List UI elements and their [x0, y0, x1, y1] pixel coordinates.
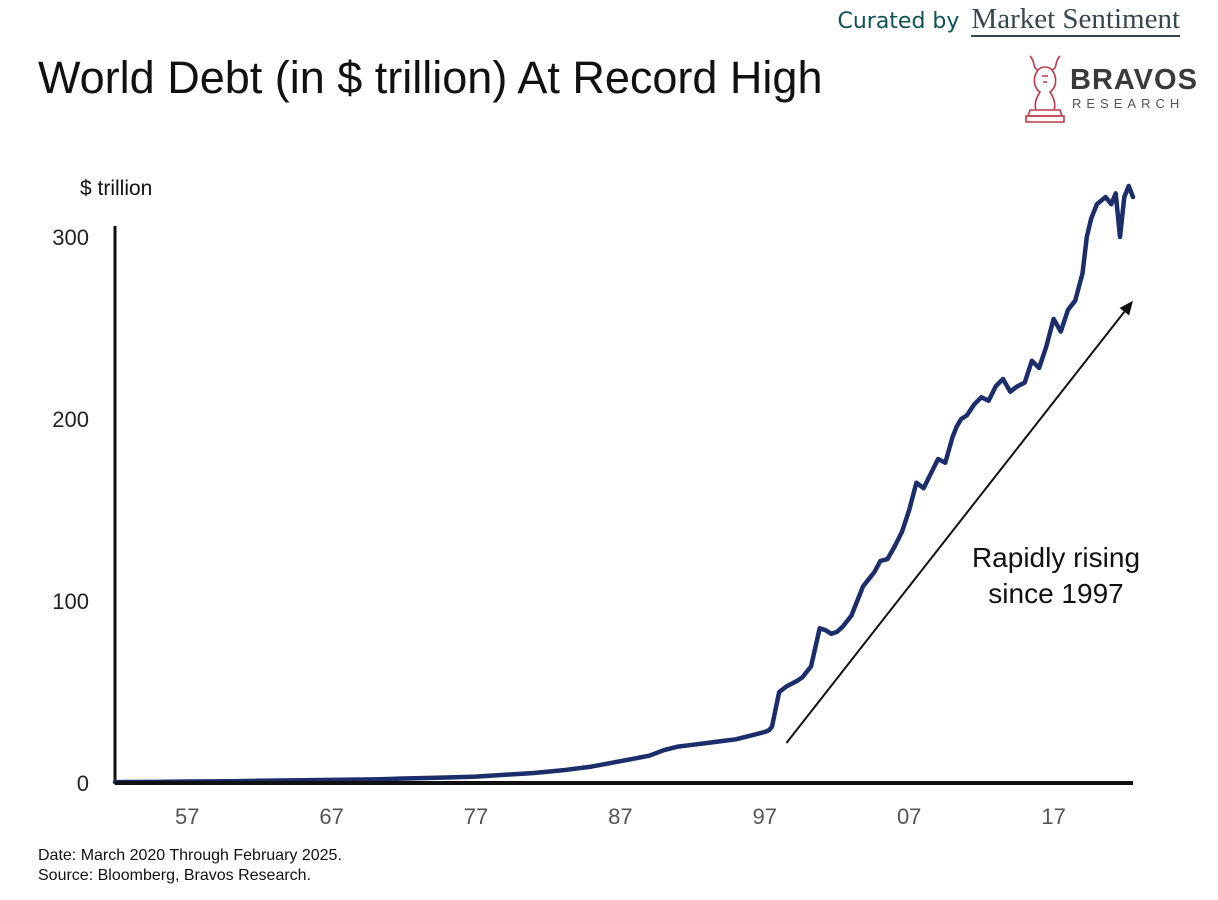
x-tick-label: 67 — [319, 804, 343, 829]
annotation-text-line-2: since 1997 — [988, 578, 1123, 609]
x-tick-label: 97 — [753, 804, 777, 829]
y-axis-label: $ trillion — [80, 177, 152, 200]
annotation-text-line-1: Rapidly rising — [972, 542, 1140, 573]
curated-by-label: Curated by — [837, 9, 960, 34]
annotation-arrow-head — [1119, 300, 1133, 316]
source-note: Source: Bloomberg, Bravos Research. — [38, 867, 312, 884]
y-tick-label: 100 — [52, 589, 89, 614]
annotation-arrow — [785, 311, 1126, 744]
market-sentiment-logo[interactable]: Market Sentiment — [971, 4, 1180, 38]
y-tick-label: 0 — [77, 771, 89, 796]
y-tick-label: 200 — [52, 407, 89, 432]
x-tick-label: 87 — [608, 804, 632, 829]
x-tick-label: 57 — [175, 804, 199, 829]
y-tick-labels: 0 100 200 300 — [52, 225, 89, 796]
x-tick-labels: 57 67 77 87 97 07 17 — [175, 804, 1066, 829]
x-tick-label: 17 — [1041, 804, 1065, 829]
world-debt-chart: $ trillion 0 100 200 300 57 67 77 87 97 07 17 Rap… — [52, 177, 1140, 829]
x-tick-label: 77 — [464, 804, 488, 829]
curated-by-credit: Curated by Market Sentiment — [837, 4, 1180, 38]
bravos-research-logo: BRAVOS RESEARCH — [1022, 52, 1202, 128]
knight-bull-icon — [1025, 55, 1065, 123]
chart-footer: Date: March 2020 Through February 2025. … — [38, 846, 342, 886]
x-tick-label: 07 — [897, 804, 921, 829]
date-note: Date: March 2020 Through February 2025. — [38, 847, 342, 864]
y-tick-label: 300 — [52, 225, 89, 250]
logo-wordmark: BRAVOS — [1070, 64, 1198, 96]
chart-title: World Debt (in $ trillion) At Record Hig… — [38, 52, 823, 103]
series-line-world-debt — [112, 183, 1136, 785]
logo-subtitle: RESEARCH — [1072, 96, 1185, 111]
